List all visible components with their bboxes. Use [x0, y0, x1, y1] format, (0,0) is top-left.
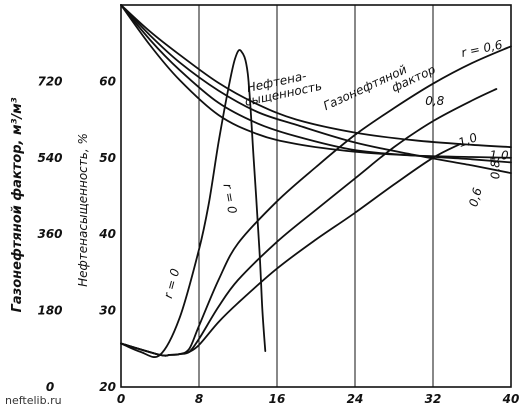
y-right-tick-30: 30: [99, 304, 116, 318]
curve-annotations: r = 0,60,81,01,00,80,6r = 0r = 0Нефтена-…: [161, 37, 509, 299]
y-left-tick-360: 360: [37, 227, 62, 241]
series-gas_oil_ratio-7: [120, 143, 462, 357]
series-oil_saturation-3: [120, 4, 512, 159]
annotation-7: r = 0: [161, 267, 182, 300]
annotation-4: 0,8: [488, 160, 502, 179]
y-right-tick-50: 50: [99, 151, 116, 165]
y-right-tick-40: 40: [98, 227, 116, 241]
annotation-0: r = 0,6: [460, 37, 504, 59]
y-left-tick-540: 540: [37, 151, 62, 165]
x-tick-32: 32: [425, 392, 442, 406]
annotation-1: 0,8: [425, 94, 444, 108]
y-left-tick-180: 180: [37, 304, 62, 318]
curves: [120, 4, 512, 358]
y-right-tick-labels: 20 30 40 50 60: [98, 74, 116, 394]
annotation-2: 1,0: [457, 130, 480, 150]
series-oil_saturation-0: [120, 4, 512, 148]
x-tick-40: 40: [502, 392, 520, 406]
y-right-tick-20: 20: [99, 380, 116, 394]
x-tick-24: 24: [347, 392, 364, 406]
x-tick-16: 16: [269, 392, 286, 406]
annotation-5: 0,6: [466, 186, 485, 208]
grid-lines: [198, 5, 434, 387]
annotation-3: 1,0: [490, 148, 509, 162]
y-left-tick-labels: 0 180 360 540 720: [37, 74, 62, 394]
series-oil_saturation-2: [120, 4, 512, 164]
y-left-tick-0: 0: [46, 380, 54, 394]
x-tick-8: 8: [195, 392, 203, 406]
y-axis-label-left: Газонефтяной фактор, м³/м³: [10, 97, 25, 312]
x-tick-0: 0: [117, 392, 125, 406]
annotation-6: r = 0: [220, 183, 239, 216]
plot-frame: [120, 4, 512, 388]
y-axis-label-right: Нефтенасыщенность, %: [76, 133, 90, 287]
y-right-tick-60: 60: [99, 74, 116, 88]
y-left-tick-720: 720: [37, 74, 62, 88]
series-oil_saturation-1: [120, 4, 512, 174]
series-gas_oil_ratio-4: [120, 49, 267, 358]
watermark: neftelib.ru: [5, 394, 62, 407]
x-tick-labels: 0 8 16 24 32 40: [117, 392, 520, 406]
